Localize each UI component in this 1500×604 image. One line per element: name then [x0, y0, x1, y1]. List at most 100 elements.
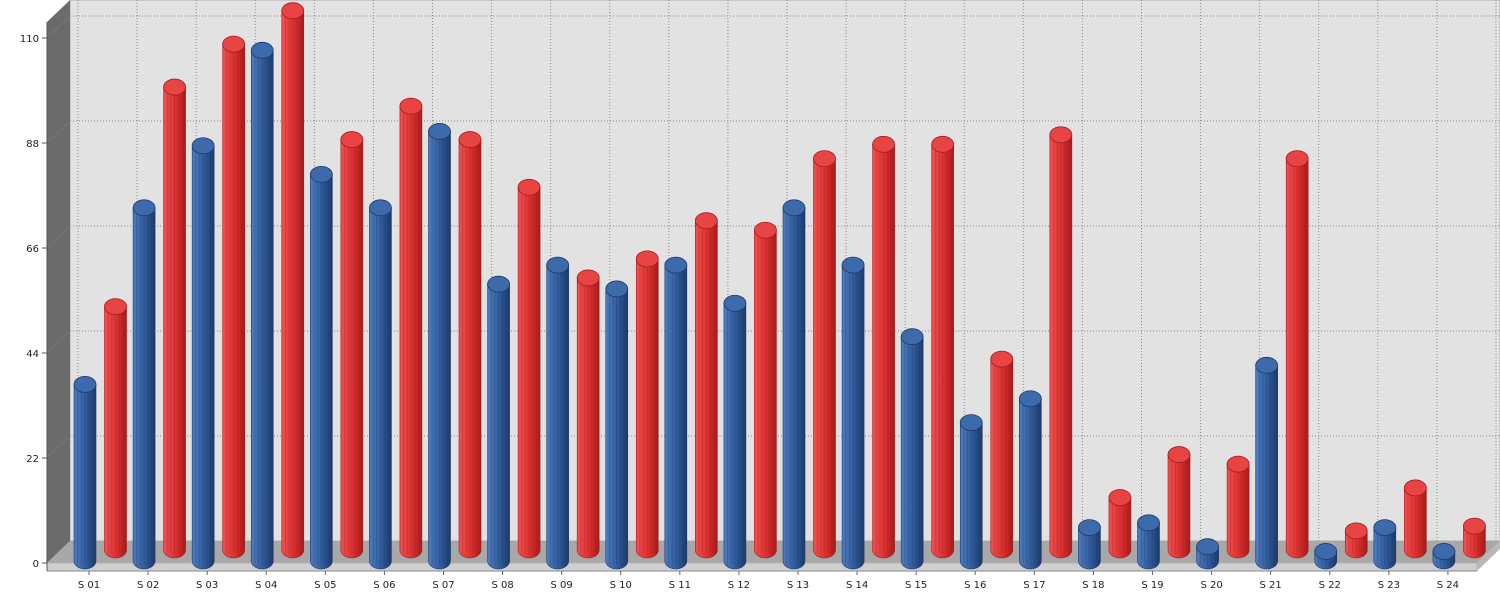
- bar-cylinder-body: [990, 358, 1014, 559]
- bar-cylinder-top: [163, 78, 186, 96]
- bar-cylinder-body: [310, 174, 333, 570]
- bar-cylinder-body: [428, 131, 451, 570]
- x-tick-label: S 07: [432, 580, 454, 591]
- x-tick-label: S 13: [787, 580, 809, 591]
- bar-cylinder-body: [1226, 463, 1250, 559]
- bar-red: [1344, 522, 1368, 559]
- bar-cylinder-top: [841, 256, 865, 274]
- bar-blue: [1373, 519, 1397, 570]
- bar-cylinder-top: [73, 376, 97, 393]
- bar-cylinder-top: [1255, 356, 1279, 374]
- y-tick-label: 22: [26, 454, 39, 465]
- bar-cylinder-top: [191, 137, 215, 155]
- bar-red: [1226, 455, 1250, 559]
- bar-cylinder-body: [1108, 497, 1132, 559]
- bar-blue: [605, 280, 629, 570]
- bar-cylinder-top: [576, 269, 600, 287]
- y-tick-label: 88: [26, 139, 39, 150]
- y-gridline-depth: [46, 120, 71, 144]
- bar-blue: [664, 256, 688, 570]
- bar-blue: [1196, 538, 1219, 570]
- bar-red: [281, 2, 305, 559]
- y-gridline-depth: [46, 435, 71, 459]
- bar-cylinder-top: [1226, 455, 1250, 473]
- bar-cylinder-top: [1285, 150, 1309, 168]
- bar-cylinder-body: [635, 258, 659, 559]
- bar-cylinder-body: [1049, 134, 1073, 559]
- bar-cylinder-body: [73, 384, 97, 570]
- bar-cylinder-top: [900, 328, 924, 346]
- bar-cylinder-body: [1255, 365, 1278, 570]
- bar-cylinder-body: [813, 158, 836, 559]
- x-tick-label: S 03: [196, 580, 218, 591]
- x-tick-label: S 20: [1200, 580, 1222, 591]
- bar-blue: [782, 199, 806, 570]
- bar-cylinder-top: [754, 221, 777, 239]
- bar-cylinder-top: [990, 350, 1014, 368]
- bar-cylinder-body: [695, 220, 718, 559]
- bar-blue: [487, 275, 510, 570]
- x-tick-label: S 21: [1260, 580, 1282, 591]
- bar-cylinder-top: [1432, 543, 1456, 560]
- bar-cylinder-top: [1403, 479, 1427, 497]
- bar-cylinder-top: [517, 178, 541, 196]
- bar-blue: [1137, 514, 1160, 570]
- bar-cylinder-top: [309, 166, 333, 183]
- x-tick-label: S 18: [1082, 580, 1104, 591]
- bar-cylinder-top: [694, 212, 718, 230]
- y-tick-label: 0: [33, 559, 39, 570]
- x-tick-label: S 17: [1023, 580, 1045, 591]
- x-tick-label: S 02: [137, 580, 159, 591]
- bar-cylinder-body: [399, 105, 423, 559]
- bar-cylinder-top: [1108, 489, 1132, 506]
- bar-cylinder-top: [487, 275, 510, 293]
- bar-blue: [250, 41, 274, 570]
- bar-blue: [841, 256, 865, 570]
- bar-cylinder-body: [931, 144, 954, 559]
- bar-cylinder-body: [723, 302, 747, 570]
- bar-cylinder-top: [1196, 538, 1219, 556]
- bar-blue: [1314, 543, 1338, 570]
- bar-red: [1108, 489, 1132, 559]
- bar-red: [163, 78, 186, 559]
- bar-cylinder-body: [872, 144, 895, 559]
- bar-cylinder-body: [959, 422, 983, 570]
- bar-blue: [959, 414, 983, 570]
- bar-red: [694, 212, 718, 559]
- bar-cylinder-top: [1049, 126, 1073, 144]
- bar-cylinder-body: [900, 336, 924, 570]
- bar-cylinder-top: [132, 199, 156, 217]
- bar-cylinder-body: [546, 264, 569, 570]
- bar-blue: [1432, 543, 1456, 570]
- bar-cylinder-top: [250, 41, 274, 59]
- bar-cylinder-body: [487, 283, 510, 570]
- bar-blue: [1255, 356, 1279, 570]
- x-tick-label: S 12: [728, 580, 750, 591]
- bar-blue: [723, 294, 747, 570]
- x-tick-label: S 24: [1437, 580, 1459, 591]
- bar-cylinder-body: [576, 277, 600, 559]
- x-tick-label: S 11: [669, 580, 691, 591]
- x-tick-label: S 08: [491, 580, 513, 591]
- y-tick-label: 66: [26, 244, 39, 255]
- bar-cylinder-top: [664, 256, 688, 274]
- bar-red: [813, 150, 836, 559]
- bar-red: [517, 178, 541, 559]
- bar-cylinder-top: [605, 280, 629, 298]
- bar-cylinder-top: [1078, 519, 1101, 536]
- bar-cylinder-body: [132, 207, 156, 570]
- bar-cylinder-body: [458, 139, 482, 559]
- bar-cylinder-body: [340, 139, 364, 559]
- bar-cylinder-top: [959, 414, 983, 431]
- bar-cylinder-top: [1167, 446, 1191, 463]
- bar-cylinder-body: [281, 10, 305, 559]
- bar-cylinder-body: [1463, 525, 1486, 559]
- bar-cylinder-body: [1373, 527, 1397, 570]
- bar-blue: [369, 199, 392, 570]
- bar-cylinder-top: [458, 131, 482, 148]
- bar-cylinder-body: [1285, 158, 1309, 559]
- bar-red: [635, 250, 659, 559]
- bar-cylinder-body: [517, 186, 541, 559]
- bar-cylinder-body: [250, 50, 274, 570]
- bar-cylinder-top: [1373, 519, 1397, 536]
